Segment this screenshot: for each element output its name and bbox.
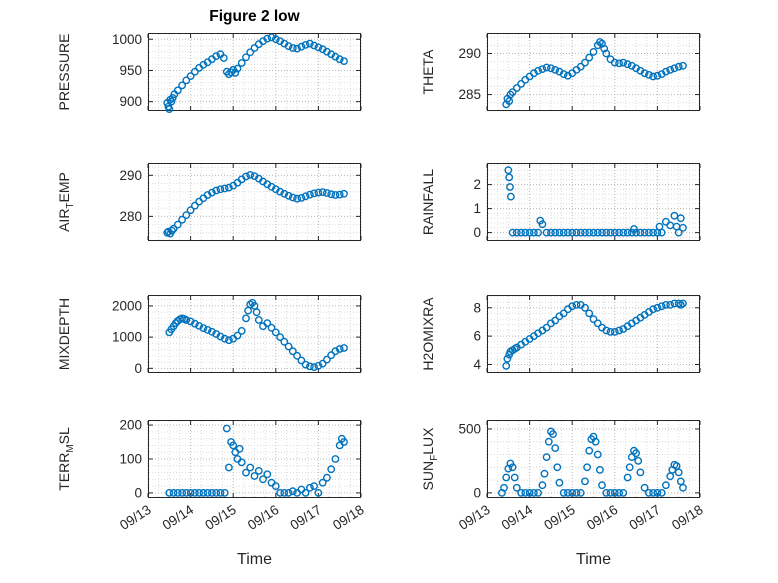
svg-text:09/17: 09/17 — [288, 502, 325, 533]
subplot-mixdepth: MIXDEPTH 0 1000 2000 — [56, 295, 362, 376]
subplot-air-temp: AIRTEMP 280 290 — [56, 163, 362, 242]
subplot-sun-flux: SUNFLUX 0 500 09/13 09/14 09/15 09/16 09/17 09/… — [420, 420, 706, 562]
svg-text:100: 100 — [119, 452, 142, 467]
svg-text:500: 500 — [458, 421, 481, 436]
chart-sun-flux: 0 500 09/13 09/14 09/15 09/16 09/17 09/18 — [456, 420, 706, 533]
svg-text:09/13: 09/13 — [456, 502, 493, 533]
svg-text:950: 950 — [119, 63, 142, 78]
svg-text:09/14: 09/14 — [499, 502, 536, 533]
ylabel-pressure: PRESSURE — [56, 33, 72, 111]
subplot-theta: THETA 285 290 — [420, 33, 701, 112]
x-axis-label-right: Time — [576, 551, 611, 568]
svg-text:09/14: 09/14 — [160, 502, 197, 533]
svg-text:09/16: 09/16 — [245, 502, 282, 533]
subplot-terr-msl: TERRMSL 0 100 200 09/13 09/14 09/15 09/16 09/17… — [56, 418, 367, 562]
svg-text:09/18: 09/18 — [330, 502, 367, 533]
svg-text:09/13: 09/13 — [117, 502, 154, 533]
subplot-pressure: PRESSURE 900 950 1000 — [56, 32, 362, 114]
chart-pressure: 900 950 1000 — [112, 32, 362, 114]
ylabel-terr-msl: TERRMSL — [56, 427, 76, 491]
svg-text:09/15: 09/15 — [202, 502, 239, 533]
svg-text:8: 8 — [473, 300, 481, 315]
chart-mixdepth: 0 1000 2000 — [112, 295, 362, 376]
chart-h2omixra: 4 6 8 — [473, 295, 701, 373]
svg-text:1000: 1000 — [112, 32, 142, 47]
svg-text:6: 6 — [473, 329, 481, 344]
svg-text:285: 285 — [458, 87, 481, 102]
svg-text:09/16: 09/16 — [584, 502, 621, 533]
ylabel-h2omixra: H2OMIXRA — [420, 297, 436, 371]
subplot-h2omixra: H2OMIXRA 4 6 8 — [420, 295, 701, 373]
svg-text:200: 200 — [119, 418, 142, 433]
svg-text:2: 2 — [473, 177, 481, 192]
svg-text:4: 4 — [473, 357, 481, 372]
svg-text:1: 1 — [473, 201, 481, 216]
ylabel-theta: THETA — [420, 49, 436, 95]
figure-title: Figure 2 low — [209, 8, 300, 25]
chart-rainfall: 0 1 2 — [473, 163, 701, 241]
svg-text:290: 290 — [458, 46, 481, 61]
svg-text:2000: 2000 — [112, 298, 142, 313]
svg-text:0: 0 — [473, 485, 481, 500]
x-axis-label-left: Time — [237, 551, 272, 568]
ylabel-sun-flux: SUNFLUX — [420, 427, 440, 491]
ylabel-air-temp: AIRTEMP — [56, 172, 76, 232]
svg-text:290: 290 — [119, 168, 142, 183]
svg-text:0: 0 — [134, 361, 142, 376]
chart-air-temp: 280 290 — [119, 163, 362, 242]
svg-text:09/15: 09/15 — [541, 502, 578, 533]
svg-text:1000: 1000 — [112, 330, 142, 345]
svg-text:0: 0 — [473, 225, 481, 240]
chart-theta: 285 290 — [458, 33, 701, 112]
svg-text:09/18: 09/18 — [669, 502, 706, 533]
svg-text:900: 900 — [119, 94, 142, 109]
svg-text:09/17: 09/17 — [627, 502, 664, 533]
svg-text:0: 0 — [134, 485, 142, 500]
svg-text:280: 280 — [119, 209, 142, 224]
chart-terr-msl: 0 100 200 09/13 09/14 09/15 09/16 09/17 09/18 — [117, 418, 367, 533]
subplot-rainfall: RAINFALL 0 1 2 — [420, 163, 701, 241]
ylabel-mixdepth: MIXDEPTH — [56, 297, 72, 371]
ylabel-rainfall: RAINFALL — [420, 168, 436, 236]
